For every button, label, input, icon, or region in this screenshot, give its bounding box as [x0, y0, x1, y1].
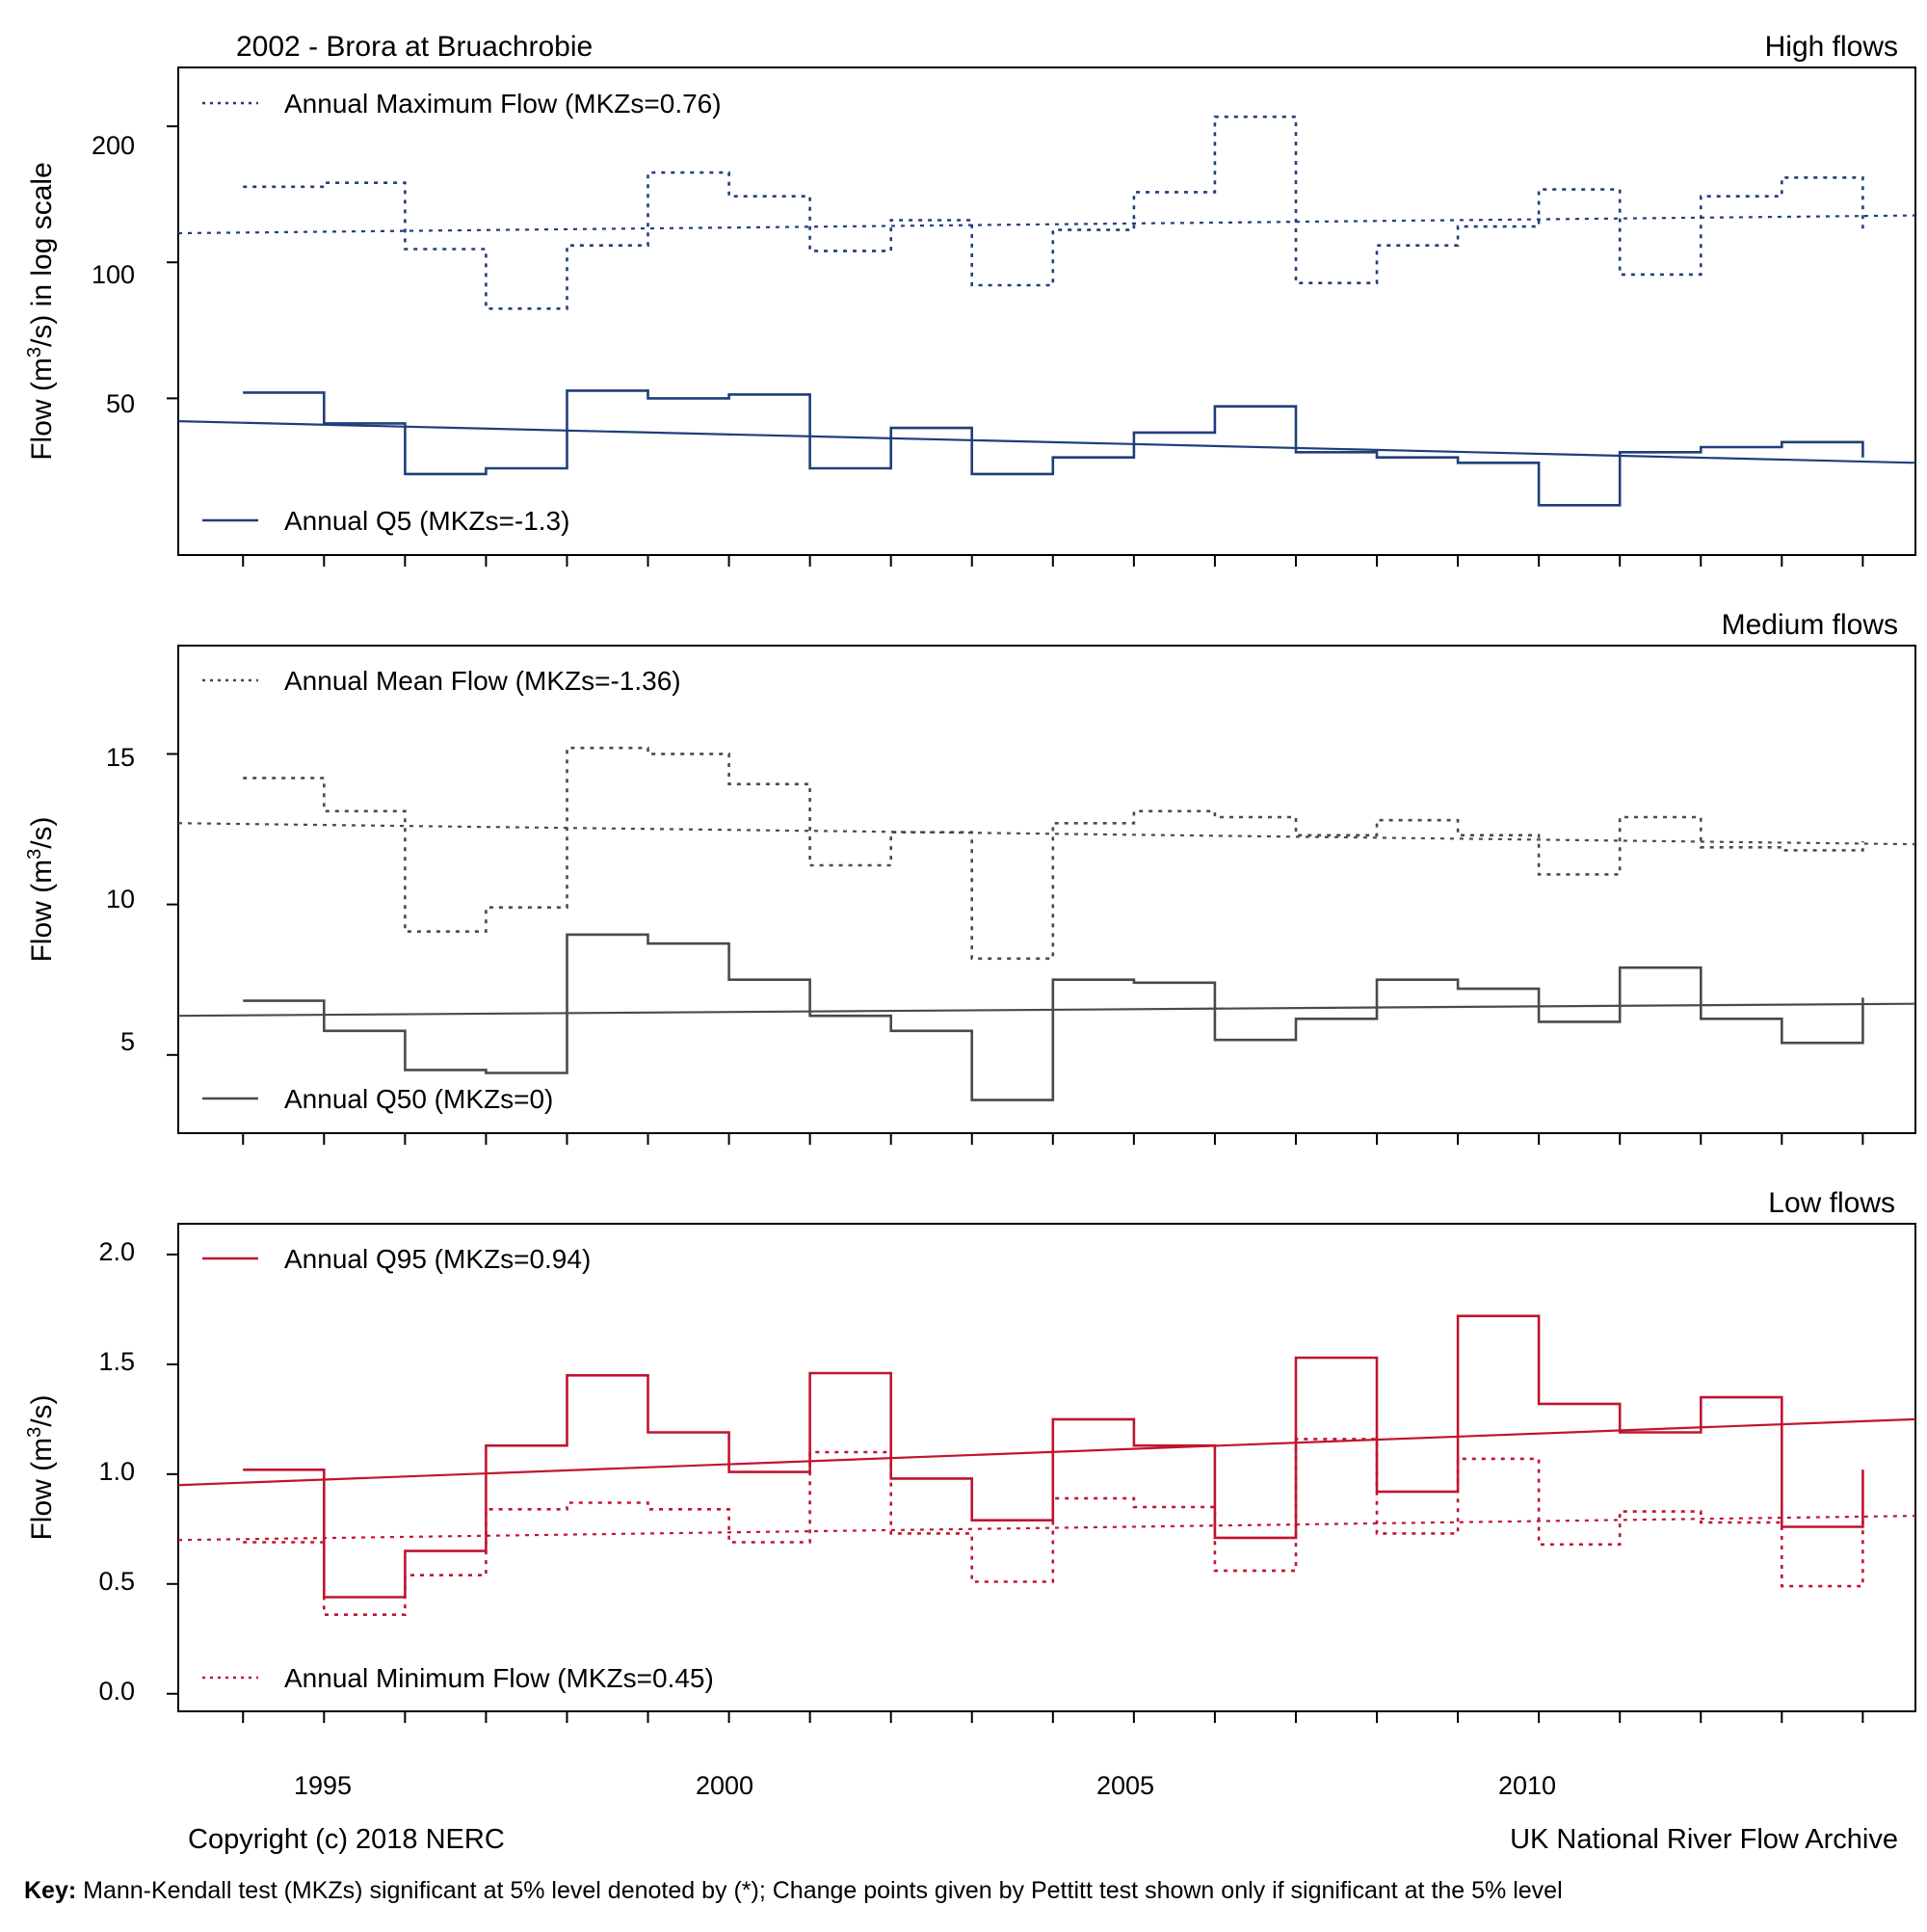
panel-label-low: Low flows	[1768, 1187, 1895, 1219]
x-tick-label: 2000	[696, 1771, 753, 1800]
series-step-line	[243, 1314, 1864, 1599]
series-trend-line	[177, 420, 1916, 464]
key-label: Key:	[24, 1877, 76, 1904]
x-axis-labels: 1995 2000 2005 2010	[294, 1771, 1556, 1800]
y-tick-label: 200	[92, 131, 135, 160]
y-axis-title-medium: Flow (m3/s)	[24, 816, 58, 962]
panel-frame-high	[177, 66, 1916, 556]
chart-title: 2002 - Brora at Bruachrobie	[236, 31, 593, 63]
y-tick-label: 1.5	[98, 1347, 135, 1376]
panel-frame-low	[177, 1223, 1916, 1712]
legend-label: Annual Q5 (MKZs=-1.3)	[284, 506, 569, 536]
legend-label: Annual Q50 (MKZs=0)	[284, 1084, 553, 1114]
copyright-text: Copyright (c) 2018 NERC	[188, 1824, 505, 1855]
key-note: Key: Mann-Kendall test (MKZs) significan…	[24, 1877, 1563, 1904]
y-tick-label: 1.0	[98, 1457, 135, 1486]
legend-label: Annual Q95 (MKZs=0.94)	[284, 1244, 591, 1274]
legend-label: Annual Minimum Flow (MKZs=0.45)	[284, 1663, 714, 1693]
x-tick-label: 2010	[1498, 1771, 1556, 1800]
y-tick-label: 50	[106, 389, 135, 418]
y-tick-label: 0.0	[98, 1677, 135, 1706]
x-tick-label: 2005	[1096, 1771, 1154, 1800]
y-axis-medium: 5 10 15	[106, 743, 135, 1056]
chart-marks	[167, 115, 1916, 1723]
y-tick-label: 15	[106, 743, 135, 772]
series-step-line	[243, 746, 1864, 961]
series-trend-line	[177, 1515, 1916, 1542]
y-axis-title-high: Flow (m3/s) in log scale	[24, 162, 58, 461]
series-trend-line	[177, 1002, 1916, 1018]
legend-low: Annual Q95 (MKZs=0.94) Annual Minimum Fl…	[202, 1244, 714, 1693]
x-tick-label: 1995	[294, 1771, 352, 1800]
series-trend-line	[177, 822, 1916, 846]
archive-text: UK National River Flow Archive	[1510, 1824, 1898, 1855]
panel-label-high: High flows	[1765, 31, 1898, 63]
panel-frame-medium	[177, 645, 1916, 1134]
y-tick-label: 100	[92, 260, 135, 289]
y-tick-label: 2.0	[98, 1237, 135, 1266]
y-tick-label: 10	[106, 885, 135, 913]
key-text: Mann-Kendall test (MKZs) significant at …	[76, 1877, 1562, 1904]
legend-label: Annual Mean Flow (MKZs=-1.36)	[284, 666, 681, 696]
y-axis-low: 0.0 0.5 1.0 1.5 2.0	[98, 1237, 135, 1706]
panel-label-medium: Medium flows	[1722, 609, 1898, 641]
series-step-line	[243, 389, 1864, 507]
legend-label: Annual Maximum Flow (MKZs=0.76)	[284, 89, 722, 119]
y-axis-title-low: Flow (m3/s)	[24, 1394, 58, 1540]
series-step-line	[243, 1438, 1864, 1616]
y-tick-label: 5	[120, 1027, 135, 1056]
series-step-line	[243, 115, 1864, 310]
y-tick-label: 0.5	[98, 1567, 135, 1596]
legend-medium: Annual Mean Flow (MKZs=-1.36) Annual Q50…	[202, 666, 681, 1114]
series-trend-line	[177, 214, 1916, 235]
series-step-line	[243, 933, 1864, 1101]
series-trend-line	[177, 1417, 1916, 1487]
y-axis-high: 50 100 200	[92, 131, 135, 418]
legend-high: Annual Maximum Flow (MKZs=0.76) Annual Q…	[202, 89, 722, 536]
